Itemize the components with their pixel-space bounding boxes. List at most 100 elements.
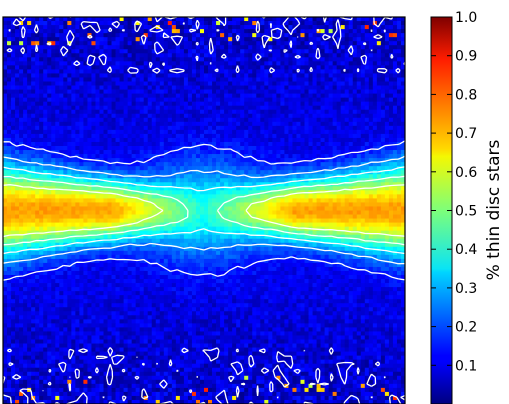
heatmap-cell [396,85,402,90]
heatmap-cell [344,101,350,107]
heatmap-cell [199,105,205,111]
heatmap-cell [35,89,40,94]
heatmap-cell [364,154,370,159]
heatmap-cell [79,137,84,143]
heatmap-cell [252,21,257,26]
heatmap-cell [43,81,48,86]
heatmap-cell [79,69,84,74]
heatmap-cell [316,33,321,38]
heatmap-cell [236,129,241,135]
heatmap-cell [252,190,257,195]
heatmap-cell [35,214,40,219]
heatmap-cell [372,186,378,191]
heatmap-cell [99,77,104,82]
heatmap-cell [195,85,201,90]
heatmap-cell [131,133,137,139]
heatmap-cell [336,146,342,151]
heatmap-cell [135,202,141,207]
heatmap-cell [91,125,96,131]
heatmap-cell [236,97,241,103]
heatmap-cell [171,85,177,90]
heatmap-cell [292,133,297,139]
heatmap-cell [360,25,366,30]
heatmap-cell [364,202,370,207]
heatmap-cell [3,17,8,22]
heatmap-cell [232,29,237,34]
heatmap-cell [51,85,56,90]
heatmap-cell [199,33,205,38]
heatmap-cell [131,154,137,159]
heatmap-cell [312,93,317,99]
heatmap-cell [380,77,386,82]
heatmap-cell [220,105,225,111]
heatmap-cell [312,194,317,199]
heatmap-cell [87,85,92,90]
heatmap-cell [324,210,330,215]
heatmap-cell [208,210,213,215]
heatmap-cell [228,53,233,58]
heatmap-cell [268,37,273,42]
heatmap-cell [3,85,8,90]
heatmap-cell [340,206,346,211]
heatmap-cell [195,214,201,219]
heatmap-cell [388,85,394,90]
heatmap-cell [7,53,12,58]
heatmap-cell [240,133,245,139]
heatmap-cell [352,25,358,30]
heatmap-cell [212,97,217,103]
heatmap-cell [139,105,145,111]
heatmap-cell [135,154,141,159]
heatmap-cell [356,109,362,115]
heatmap-cell [171,73,177,78]
heatmap-cell [380,97,386,103]
heatmap-cell [240,186,245,191]
heatmap-cell [23,170,28,175]
heatmap-cell [340,57,346,62]
heatmap-cell [39,25,44,30]
heatmap-cell [107,162,112,167]
heatmap-cell [220,158,225,163]
heatmap-cell [256,45,261,50]
heatmap-cell [179,202,185,207]
heatmap-cell [151,190,157,195]
heatmap-cell [296,202,301,207]
heatmap-cell [292,101,297,107]
heatmap-cell [392,73,398,78]
heatmap-cell [139,53,145,58]
heatmap-cell [220,150,225,155]
heatmap-cell [244,129,249,135]
heatmap-cell [151,141,157,147]
heatmap-cell [47,85,52,90]
heatmap-cell [320,198,325,203]
heatmap-cell [204,41,209,46]
heatmap-cell [336,53,342,58]
heatmap-cell [107,129,112,135]
heatmap-cell [228,45,233,50]
heatmap-cell [356,194,362,199]
heatmap-cell [63,105,68,111]
heatmap-cell [191,33,197,38]
heatmap-cell [388,57,394,62]
heatmap-cell [320,210,325,215]
heatmap-cell [292,33,297,38]
heatmap-cell [336,69,342,74]
heatmap-cell [304,101,309,107]
heatmap-cell [107,49,112,54]
heatmap-cell [103,150,108,155]
heatmap-cell [187,41,193,46]
heatmap-cell [143,129,149,135]
heatmap-cell [380,198,386,203]
heatmap-cell [79,198,84,203]
heatmap-cell [7,97,12,103]
heatmap-cell [131,57,137,62]
heatmap-cell [187,89,193,94]
heatmap-cell [208,41,213,46]
heatmap-cell [232,198,237,203]
heatmap-cell [27,202,32,207]
heatmap-cell [59,141,64,147]
heatmap-cell [248,117,253,123]
heatmap-cell [103,121,108,127]
heatmap-cell [376,89,382,94]
heatmap-cell [59,214,64,219]
heatmap-cell [244,85,249,90]
